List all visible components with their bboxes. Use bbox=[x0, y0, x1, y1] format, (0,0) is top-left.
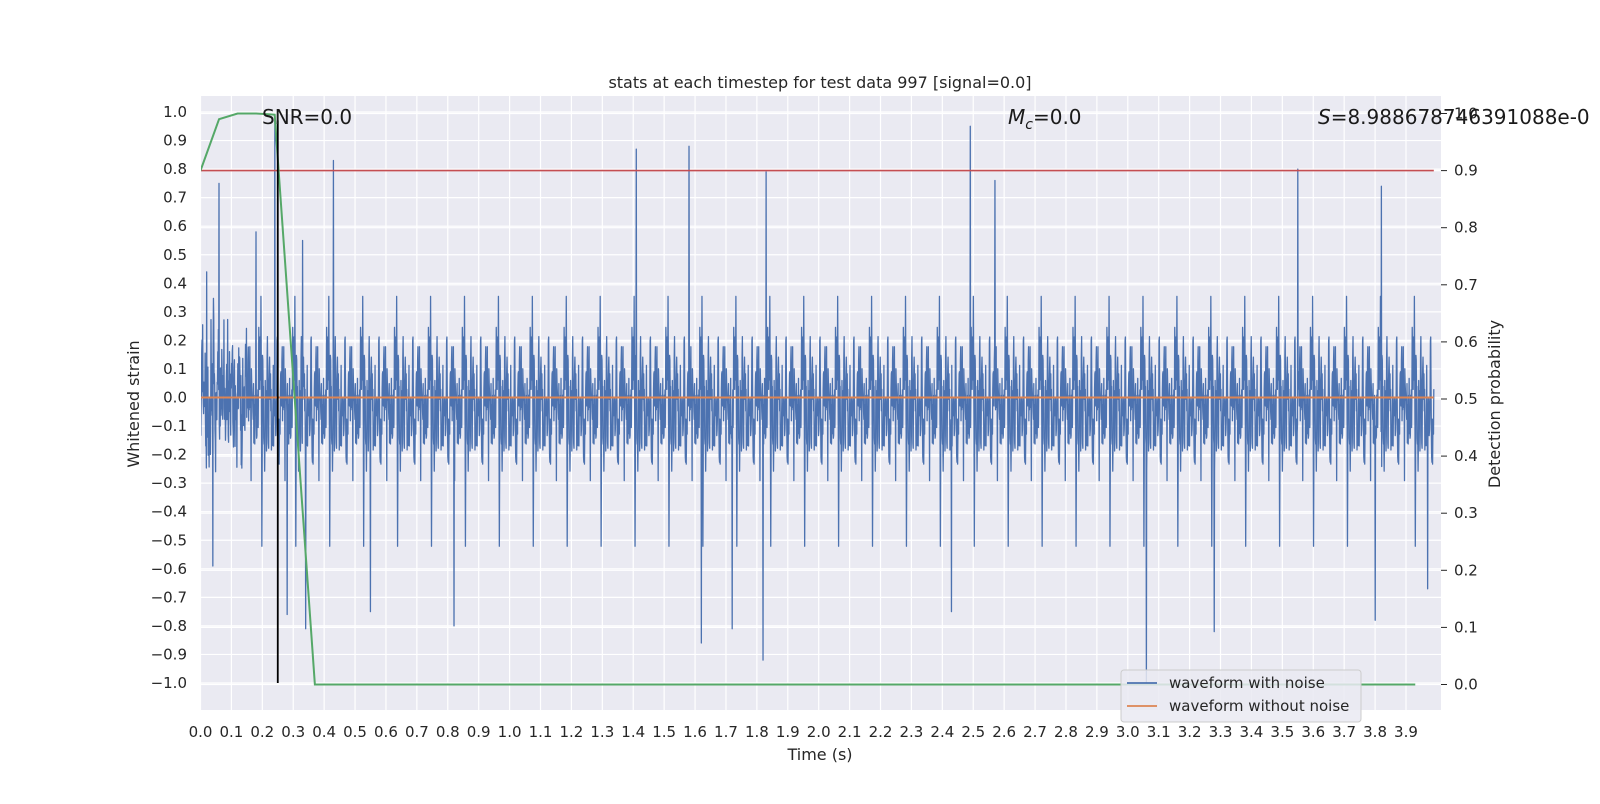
x-tick-label: 2.3 bbox=[900, 723, 924, 741]
legend: waveform with noise waveform without noi… bbox=[1120, 669, 1362, 723]
y-tick-labels-left: 1.0 0.9 0.8 0.7 0.6 0.5 0.4 0.3 0.2 0.1 0.0 −0.1 −0.… bbox=[151, 103, 187, 692]
y-tick-label-left: 0.0 bbox=[163, 389, 187, 407]
y-tick-label-left: 0.6 bbox=[163, 217, 187, 235]
x-tick-label: 2.9 bbox=[1085, 723, 1109, 741]
x-tick-label: 0.1 bbox=[219, 723, 243, 741]
x-axis-label: Time (s) bbox=[786, 745, 852, 764]
x-tick-label: 2.2 bbox=[869, 723, 893, 741]
x-tick-label: 2.8 bbox=[1054, 723, 1078, 741]
x-tick-label: 1.3 bbox=[590, 723, 614, 741]
chirp-mass-subscript: c bbox=[1025, 117, 1033, 133]
y-tick-label-left: 0.9 bbox=[163, 132, 187, 150]
x-tick-label: 3.4 bbox=[1240, 723, 1264, 741]
y-tick-label-right: 0.9 bbox=[1454, 162, 1478, 180]
y-tick-label-left: 0.4 bbox=[163, 274, 187, 292]
series-waveform-with-noise bbox=[201, 119, 1435, 684]
x-tick-label: 1.8 bbox=[745, 723, 769, 741]
legend-box bbox=[1120, 669, 1362, 723]
x-tick-label: 0.6 bbox=[374, 723, 398, 741]
y-tick-label-left: 0.8 bbox=[163, 160, 187, 178]
y-tick-label-right: 0.6 bbox=[1454, 333, 1478, 351]
y-tick-label-left: −0.5 bbox=[151, 531, 187, 549]
y-tick-label-left: −0.7 bbox=[151, 588, 187, 606]
x-tick-label: 1.2 bbox=[559, 723, 583, 741]
y-tick-label-right: 0.8 bbox=[1454, 219, 1478, 237]
legend-label-clean: waveform without noise bbox=[1169, 697, 1349, 715]
x-tick-label: 2.4 bbox=[930, 723, 954, 741]
y-tick-label-left: −0.8 bbox=[151, 617, 187, 635]
x-tick-label: 1.5 bbox=[652, 723, 676, 741]
y-tick-label-left: −0.6 bbox=[151, 560, 187, 578]
x-tick-label: 0.7 bbox=[405, 723, 429, 741]
y-tick-label-right: 0.7 bbox=[1454, 276, 1478, 294]
s-annotation: S=8.988678746391088e-0 bbox=[1318, 105, 1590, 129]
x-tick-label: 0.4 bbox=[312, 723, 336, 741]
snr-annotation: SNR=0.0 bbox=[262, 105, 352, 129]
x-tick-label: 0.8 bbox=[436, 723, 460, 741]
y-tick-label-left: −0.3 bbox=[151, 474, 187, 492]
x-tick-label: 1.0 bbox=[498, 723, 522, 741]
y-tick-label-left: 1.0 bbox=[163, 103, 187, 121]
y-tick-label-right: 0.1 bbox=[1454, 618, 1478, 636]
y-tick-label-left: 0.7 bbox=[163, 189, 187, 207]
y-tick-label-right: 0.5 bbox=[1454, 390, 1478, 408]
x-tick-label: 3.8 bbox=[1363, 723, 1387, 741]
s-value: =8.988678746391088e-0 bbox=[1331, 105, 1590, 129]
x-tick-labels: 0.0 0.1 0.2 0.3 0.4 0.5 0.6 0.7 0.8 0.9 1.0 1.1 1.2 1… bbox=[189, 723, 1418, 741]
y-tick-label-left: −0.9 bbox=[151, 645, 187, 663]
x-tick-label: 3.7 bbox=[1332, 723, 1356, 741]
y-tick-label-left: −0.2 bbox=[151, 446, 187, 464]
grid-horizontal-left bbox=[201, 111, 1441, 684]
x-tick-label: 3.1 bbox=[1147, 723, 1171, 741]
x-tick-label: 2.0 bbox=[807, 723, 831, 741]
x-tick-label: 3.2 bbox=[1178, 723, 1202, 741]
y-axis-label-right: Detection probability bbox=[1485, 320, 1504, 488]
y-axis-label-left: Whitened strain bbox=[124, 340, 143, 467]
series-detection-probability bbox=[201, 112, 1416, 686]
legend-label-noise: waveform with noise bbox=[1169, 674, 1325, 692]
x-tick-label: 2.7 bbox=[1023, 723, 1047, 741]
x-tick-label: 3.6 bbox=[1301, 723, 1325, 741]
s-symbol: S bbox=[1318, 105, 1331, 129]
y-tick-label-left: 0.5 bbox=[163, 246, 187, 264]
y-tick-label-left: 0.3 bbox=[163, 303, 187, 321]
x-tick-label: 0.0 bbox=[189, 723, 213, 741]
y-tick-label-right: 0.2 bbox=[1454, 561, 1478, 579]
x-tick-label: 3.9 bbox=[1394, 723, 1418, 741]
x-tick-label: 0.9 bbox=[467, 723, 491, 741]
y-tick-label-left: −0.4 bbox=[151, 503, 187, 521]
x-tick-label: 3.5 bbox=[1270, 723, 1294, 741]
x-tick-label: 1.7 bbox=[714, 723, 738, 741]
x-tick-label: 0.5 bbox=[343, 723, 367, 741]
y-tick-label-right: 0.3 bbox=[1454, 504, 1478, 522]
y-tick-labels-right: 1.0 0.9 0.8 0.7 0.6 0.5 0.4 0.3 0.2 0.1 0.0 bbox=[1454, 105, 1478, 694]
x-tick-label: 3.0 bbox=[1116, 723, 1140, 741]
x-tick-label: 1.1 bbox=[529, 723, 553, 741]
y-tick-label-left: 0.1 bbox=[163, 360, 187, 378]
x-tick-label: 1.9 bbox=[776, 723, 800, 741]
y-tick-label-right: 1.0 bbox=[1454, 105, 1478, 123]
y-tick-label-right: 0.0 bbox=[1454, 676, 1478, 694]
y-tick-label-left: −0.1 bbox=[151, 417, 187, 435]
chart-title: stats at each timestep for test data 997… bbox=[608, 73, 1031, 92]
x-tick-label: 2.5 bbox=[961, 723, 985, 741]
x-tick-label: 1.6 bbox=[683, 723, 707, 741]
chirp-mass-value: =0.0 bbox=[1033, 105, 1082, 129]
x-tick-label: 1.4 bbox=[621, 723, 645, 741]
chirp-mass-annotation: Mc=0.0 bbox=[1008, 105, 1082, 133]
y-tick-label-left: 0.2 bbox=[163, 331, 187, 349]
x-tick-label: 0.2 bbox=[250, 723, 274, 741]
chirp-mass-symbol: M bbox=[1008, 105, 1025, 129]
series-layer bbox=[201, 112, 1435, 686]
y-tick-label-left: −1.0 bbox=[151, 674, 187, 692]
x-tick-label: 0.3 bbox=[281, 723, 305, 741]
x-tick-label: 2.6 bbox=[992, 723, 1016, 741]
x-tick-label: 2.1 bbox=[838, 723, 862, 741]
y-tick-label-right: 0.4 bbox=[1454, 447, 1478, 465]
x-tick-label: 3.3 bbox=[1209, 723, 1233, 741]
